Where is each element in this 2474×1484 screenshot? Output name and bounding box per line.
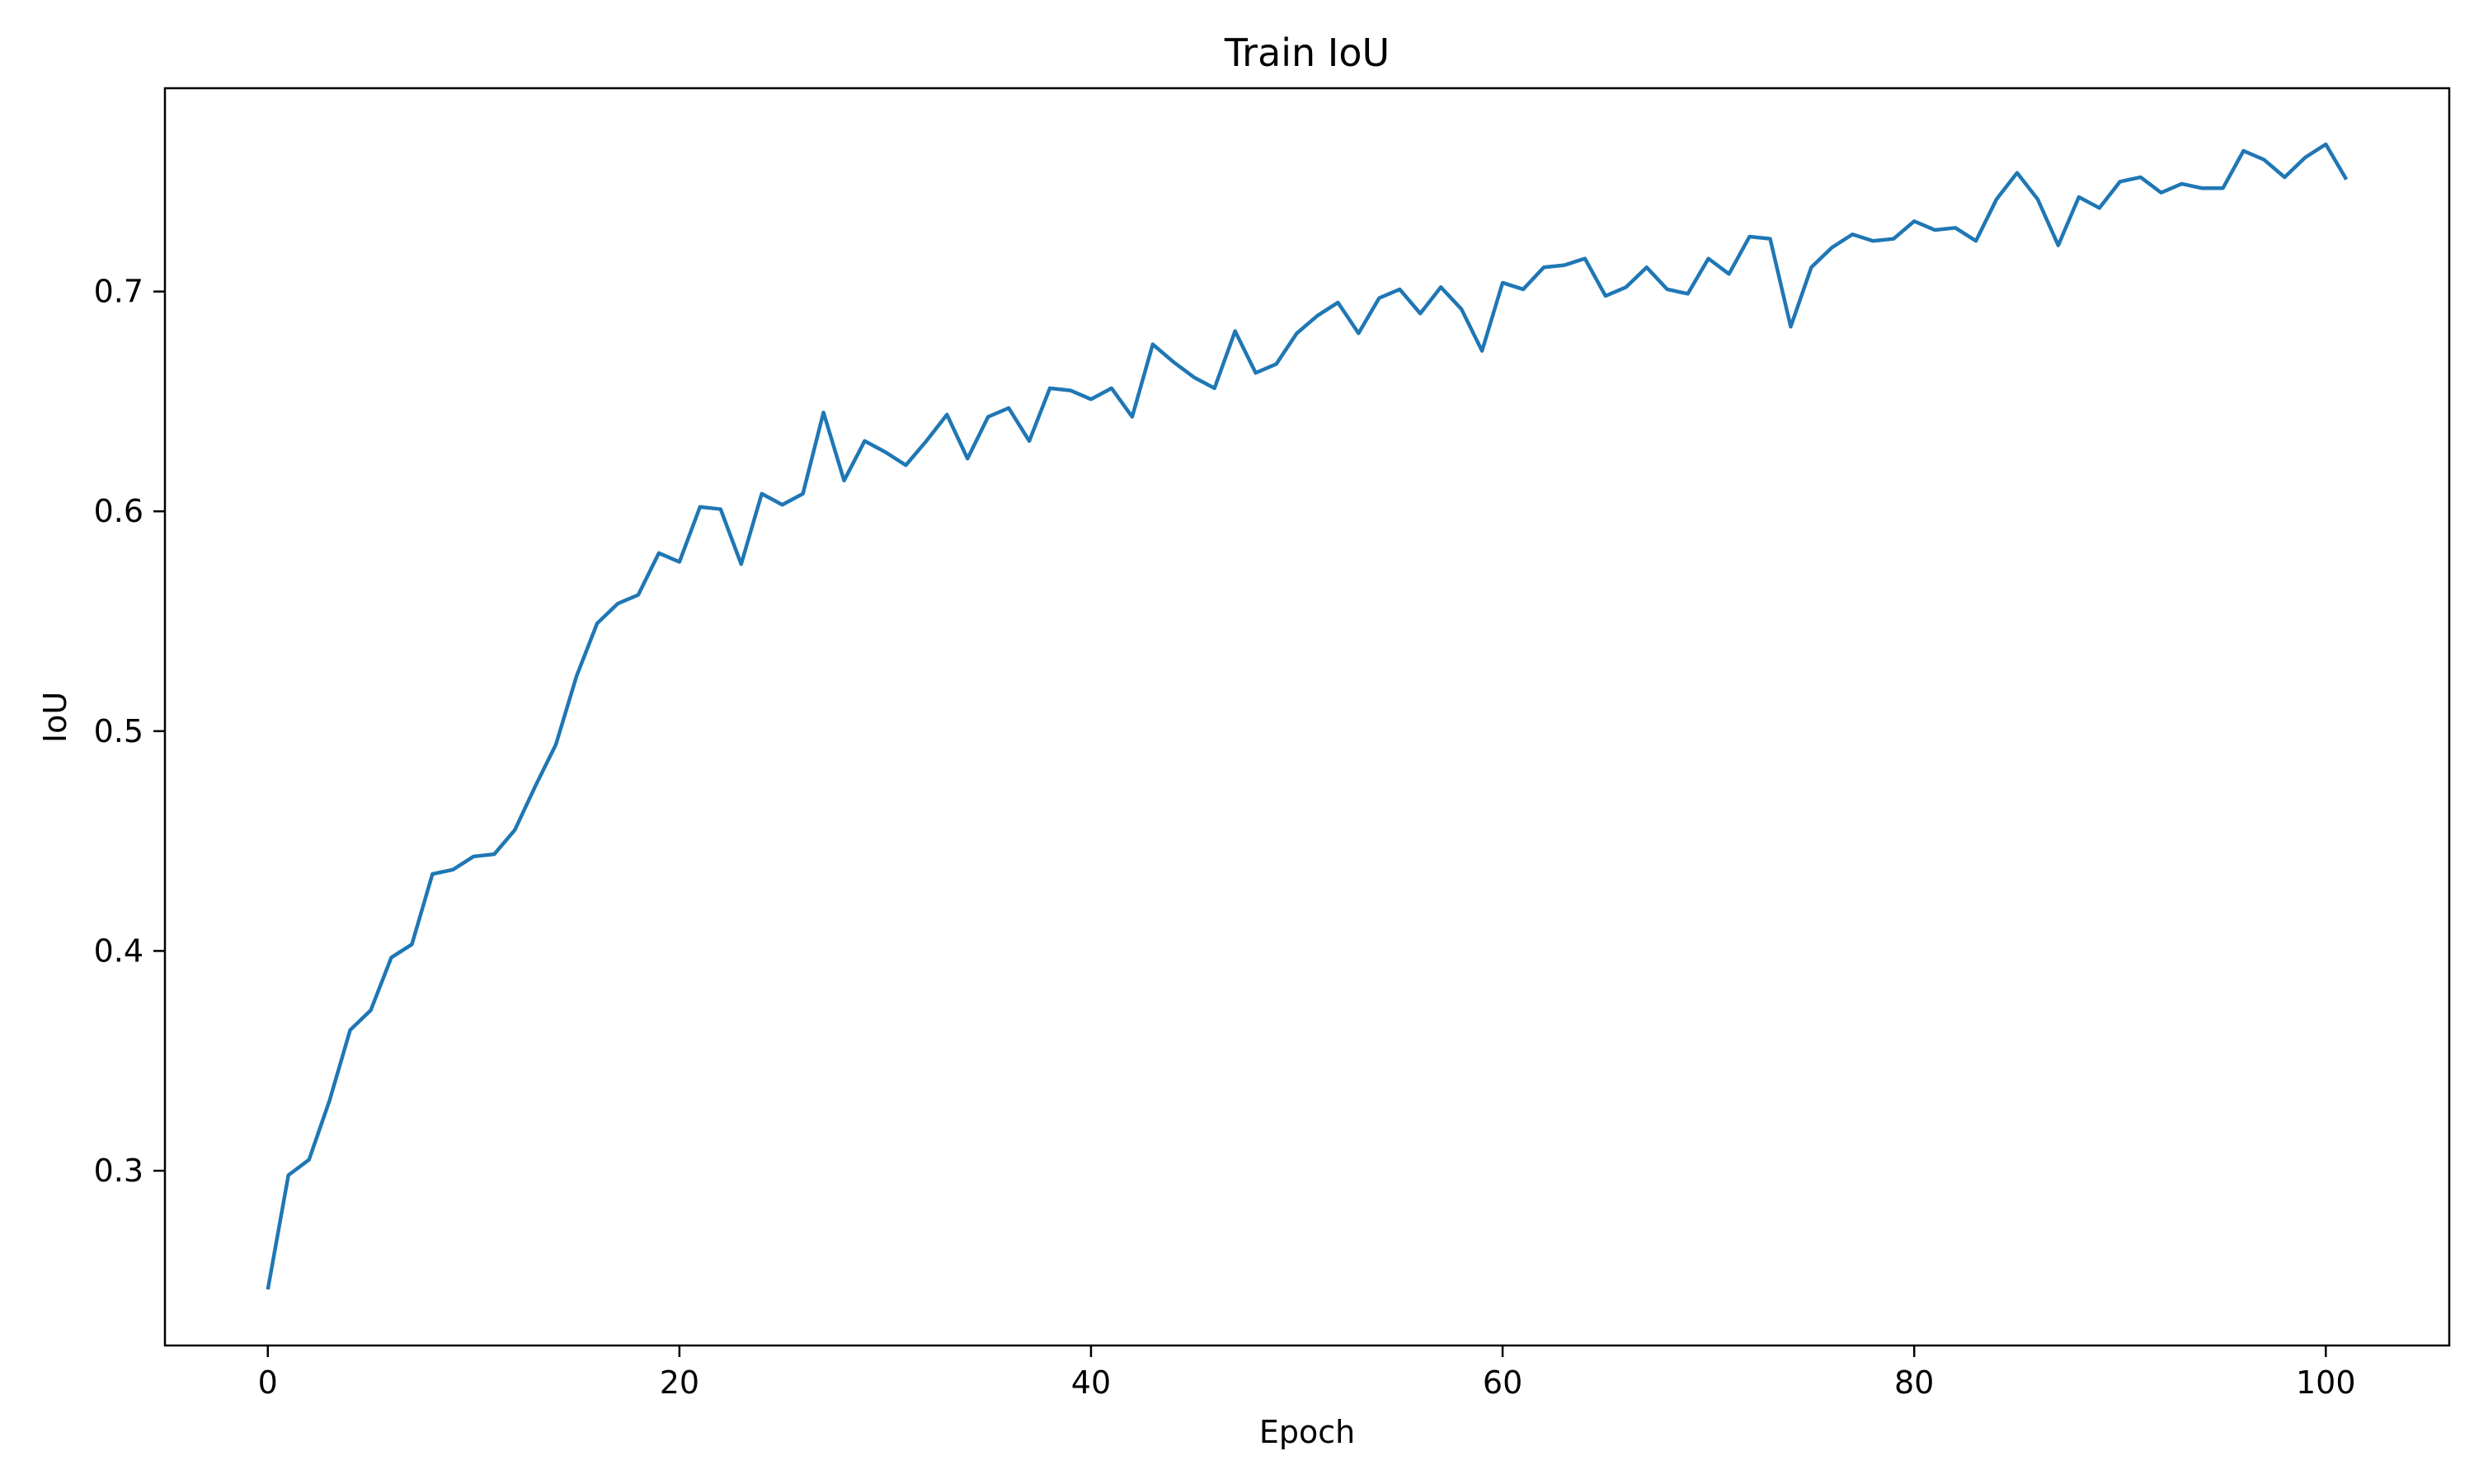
chart-title: Train IoU — [1224, 31, 1390, 75]
plot-area-frame — [163, 87, 2451, 1347]
series-group — [266, 142, 2349, 1290]
x-tick-label: 100 — [2296, 1364, 2356, 1401]
x-axis-ticks: 0 20 40 60 80 100 — [258, 1345, 2356, 1401]
y-tick-label: 0.4 — [94, 932, 143, 969]
y-tick-label: 0.3 — [94, 1153, 143, 1189]
y-axis-label: IoU — [37, 692, 73, 743]
x-tick-label: 20 — [660, 1364, 699, 1401]
y-tick-label: 0.6 — [94, 493, 143, 529]
x-axis-label: Epoch — [1259, 1414, 1355, 1450]
x-tick-label: 80 — [1894, 1364, 1934, 1401]
series-line-0 — [266, 142, 2349, 1290]
y-axis-ticks: 0.3 0.4 0.5 0.6 0.7 — [94, 274, 165, 1189]
y-tick-label: 0.7 — [94, 274, 143, 310]
x-tick-label: 0 — [258, 1364, 278, 1401]
y-tick-label: 0.5 — [94, 713, 143, 749]
x-tick-label: 40 — [1071, 1364, 1111, 1401]
x-tick-label: 60 — [1483, 1364, 1522, 1401]
